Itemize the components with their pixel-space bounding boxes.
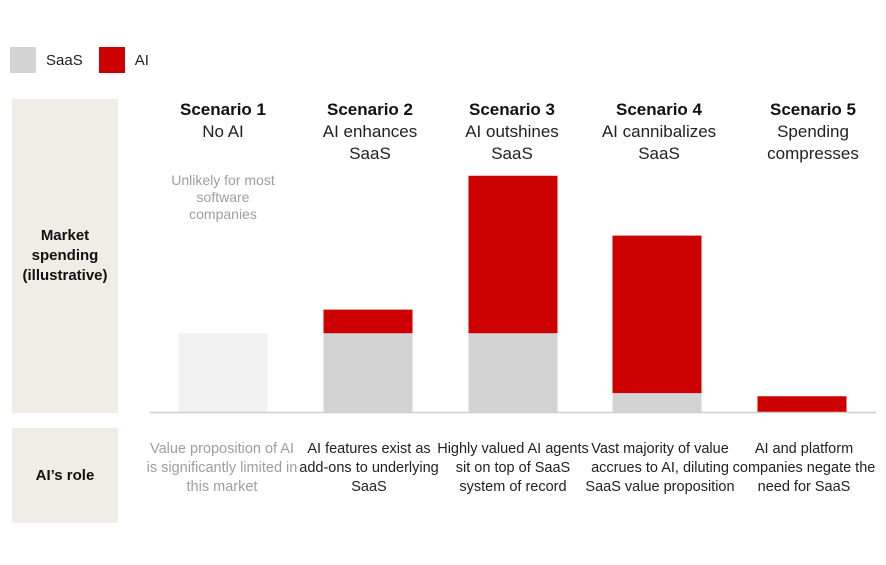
- scenario-5-header: Scenario 5 Spending compresses: [738, 99, 886, 165]
- ai-role-text: AI’s role: [35, 466, 95, 484]
- bar-ai-2: [323, 309, 413, 334]
- scenario-2-header: Scenario 2 AI enhances SaaS: [295, 99, 445, 165]
- scenario-3-header: Scenario 3 AI outshines SaaS: [437, 99, 587, 165]
- scenario-1-role: Value proposition of AI is significantly…: [146, 441, 298, 495]
- scenario-subtitle: AI cannibalizes SaaS: [601, 122, 717, 163]
- legend-item-ai: AI: [98, 47, 149, 73]
- scenario-title: Scenario 2: [327, 100, 413, 119]
- legend-label-ai: AI: [134, 51, 149, 69]
- bar-saas-1: [178, 333, 268, 412]
- scenario-subtitle: No AI: [202, 122, 244, 141]
- scenario-2-role: AI features exist as add-ons to underlyi…: [299, 441, 439, 495]
- scenario-title: Scenario 4: [616, 100, 702, 119]
- scenario-subtitle: AI outshines SaaS: [465, 122, 559, 163]
- bar-saas-4: [612, 393, 702, 412]
- scenario-subtitle: Spending compresses: [767, 122, 859, 163]
- legend-label-saas: SaaS: [46, 51, 83, 69]
- scenario-5-role: AI and platform companies negate the nee…: [732, 441, 876, 495]
- legend: SaaS AI: [10, 47, 165, 73]
- scenario-3-role: Highly valued AI agents sit on top of Sa…: [437, 441, 589, 495]
- legend-item-saas: SaaS: [10, 47, 83, 73]
- scenario-1-note: Unlikely for most software companies: [171, 172, 275, 222]
- scenario-4-role: Vast majority of value accrues to AI, di…: [585, 441, 735, 495]
- bar-saas-2: [323, 333, 413, 412]
- scenario-title: Scenario 3: [469, 100, 555, 119]
- market-spending-label: Market spending (illustrative): [12, 99, 118, 413]
- ai-role-label: AI’s role: [12, 428, 118, 523]
- scenario-1-header: Scenario 1 No AI: [148, 99, 298, 143]
- bar-ai-5: [757, 396, 847, 412]
- scenario-subtitle: AI enhances SaaS: [322, 122, 418, 163]
- bar-ai-4: [612, 235, 702, 394]
- legend-swatch-saas: [10, 47, 36, 73]
- scenario-title: Scenario 5: [770, 100, 856, 119]
- scenario-title: Scenario 1: [180, 100, 266, 119]
- legend-swatch-ai: [98, 47, 125, 73]
- market-spending-text: Market spending (illustrative): [22, 227, 108, 284]
- bar-saas-3: [468, 333, 558, 412]
- scenario-4-header: Scenario 4 AI cannibalizes SaaS: [584, 99, 734, 165]
- bar-ai-3: [468, 175, 558, 334]
